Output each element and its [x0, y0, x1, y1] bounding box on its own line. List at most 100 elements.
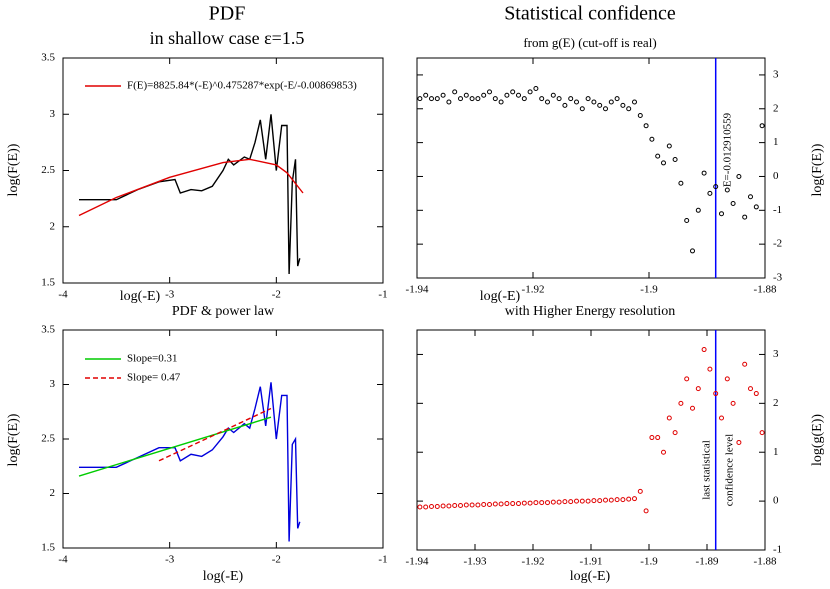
data-point — [585, 498, 591, 504]
data-point — [440, 92, 446, 98]
data-point — [701, 347, 707, 353]
y-tick-label: 3.5 — [41, 52, 55, 64]
panel-title: PDF — [209, 3, 246, 25]
y-tick-label: -3 — [773, 272, 783, 284]
data-point — [423, 504, 429, 510]
data-point — [579, 106, 585, 112]
y-tick-label: 0 — [773, 495, 779, 507]
data-point — [417, 96, 423, 102]
x-tick-label: -1.89 — [696, 556, 719, 568]
data-point — [690, 248, 695, 254]
data-point — [539, 96, 545, 102]
y-tick-label: -2 — [773, 238, 782, 250]
data-point — [504, 501, 510, 507]
data-point — [748, 386, 753, 392]
data-point — [666, 143, 672, 149]
data-point — [579, 498, 585, 504]
x-tick-label: -1.94 — [406, 556, 429, 568]
legend-label: Slope=0.31 — [127, 353, 178, 365]
data-point — [637, 488, 643, 494]
data-point — [614, 96, 620, 102]
data-point — [446, 503, 452, 509]
data-point — [469, 96, 475, 102]
y-tick-label: 1 — [773, 446, 779, 458]
data-point — [742, 214, 748, 220]
data-point — [504, 92, 510, 98]
data-point — [661, 160, 666, 166]
data-point — [626, 496, 632, 502]
annotation: last statistical — [701, 440, 713, 500]
data-point — [632, 496, 637, 502]
data-point — [620, 497, 626, 503]
data-point — [655, 153, 661, 159]
data-point — [736, 439, 742, 445]
x-tick-label: -1.9 — [640, 284, 658, 296]
data-point — [730, 400, 736, 406]
data-point — [498, 99, 504, 105]
data-point — [533, 500, 539, 506]
data-point — [684, 217, 690, 223]
y-tick-label: 2 — [773, 397, 779, 409]
data-point — [684, 376, 690, 382]
x-tick-label: -1.91 — [580, 556, 603, 568]
x-axis-label: log(-E) — [120, 289, 161, 304]
y-axis-label: log(F(E)) — [6, 143, 21, 196]
data-point — [539, 500, 545, 506]
data-point — [469, 502, 475, 508]
data-point — [510, 89, 516, 95]
data-point — [608, 99, 614, 105]
y-tick-label: -1 — [773, 544, 782, 556]
y-tick-label: 3 — [50, 378, 56, 390]
data-point — [713, 184, 719, 190]
series-line — [78, 416, 272, 477]
data-point — [487, 502, 492, 508]
panel-title: with Higher Energy resolution — [505, 304, 675, 319]
data-point — [666, 415, 672, 421]
data-point — [591, 99, 597, 105]
data-point — [643, 508, 649, 514]
data-point — [632, 99, 637, 105]
data-point — [719, 211, 724, 217]
data-point — [487, 89, 492, 95]
data-point — [545, 500, 550, 506]
data-point — [516, 92, 521, 98]
data-point — [417, 504, 423, 510]
data-point — [649, 435, 655, 441]
x-tick-label: -1 — [378, 554, 387, 566]
data-point — [434, 503, 440, 509]
plot-frame — [416, 57, 766, 279]
data-point — [458, 503, 463, 509]
x-tick-label: -1 — [378, 289, 387, 301]
legend-label: F(E)=8825.84*(-E)^0.475287*exp(-E/-0.008… — [127, 80, 357, 92]
data-point — [574, 498, 579, 504]
x-tick-label: -1.88 — [754, 556, 777, 568]
x-tick-label: -1.9 — [640, 556, 658, 568]
data-point — [452, 89, 458, 95]
y-tick-label: 2.5 — [41, 433, 55, 445]
data-point — [736, 173, 742, 179]
plot-frame — [62, 329, 384, 549]
data-point — [672, 430, 678, 436]
data-point — [603, 497, 608, 503]
data-point — [516, 501, 521, 507]
data-point — [643, 123, 649, 129]
data-point — [452, 503, 458, 509]
y-tick-label: 2 — [50, 220, 56, 232]
data-point — [730, 201, 736, 207]
x-tick-label: -3 — [165, 289, 175, 301]
y-tick-label: 3.5 — [41, 324, 55, 336]
data-point — [492, 96, 498, 102]
x-tick-label: -2 — [272, 554, 281, 566]
data-point — [695, 386, 701, 392]
data-point — [556, 96, 562, 102]
y-axis-label: log(F(E)) — [6, 413, 21, 466]
data-point — [597, 498, 603, 504]
data-point — [742, 361, 748, 367]
data-point — [701, 170, 707, 176]
data-point — [661, 449, 666, 455]
data-point — [481, 92, 487, 98]
x-tick-label: -1.94 — [406, 284, 429, 296]
data-point — [614, 497, 620, 503]
x-tick-label: -3 — [165, 554, 175, 566]
